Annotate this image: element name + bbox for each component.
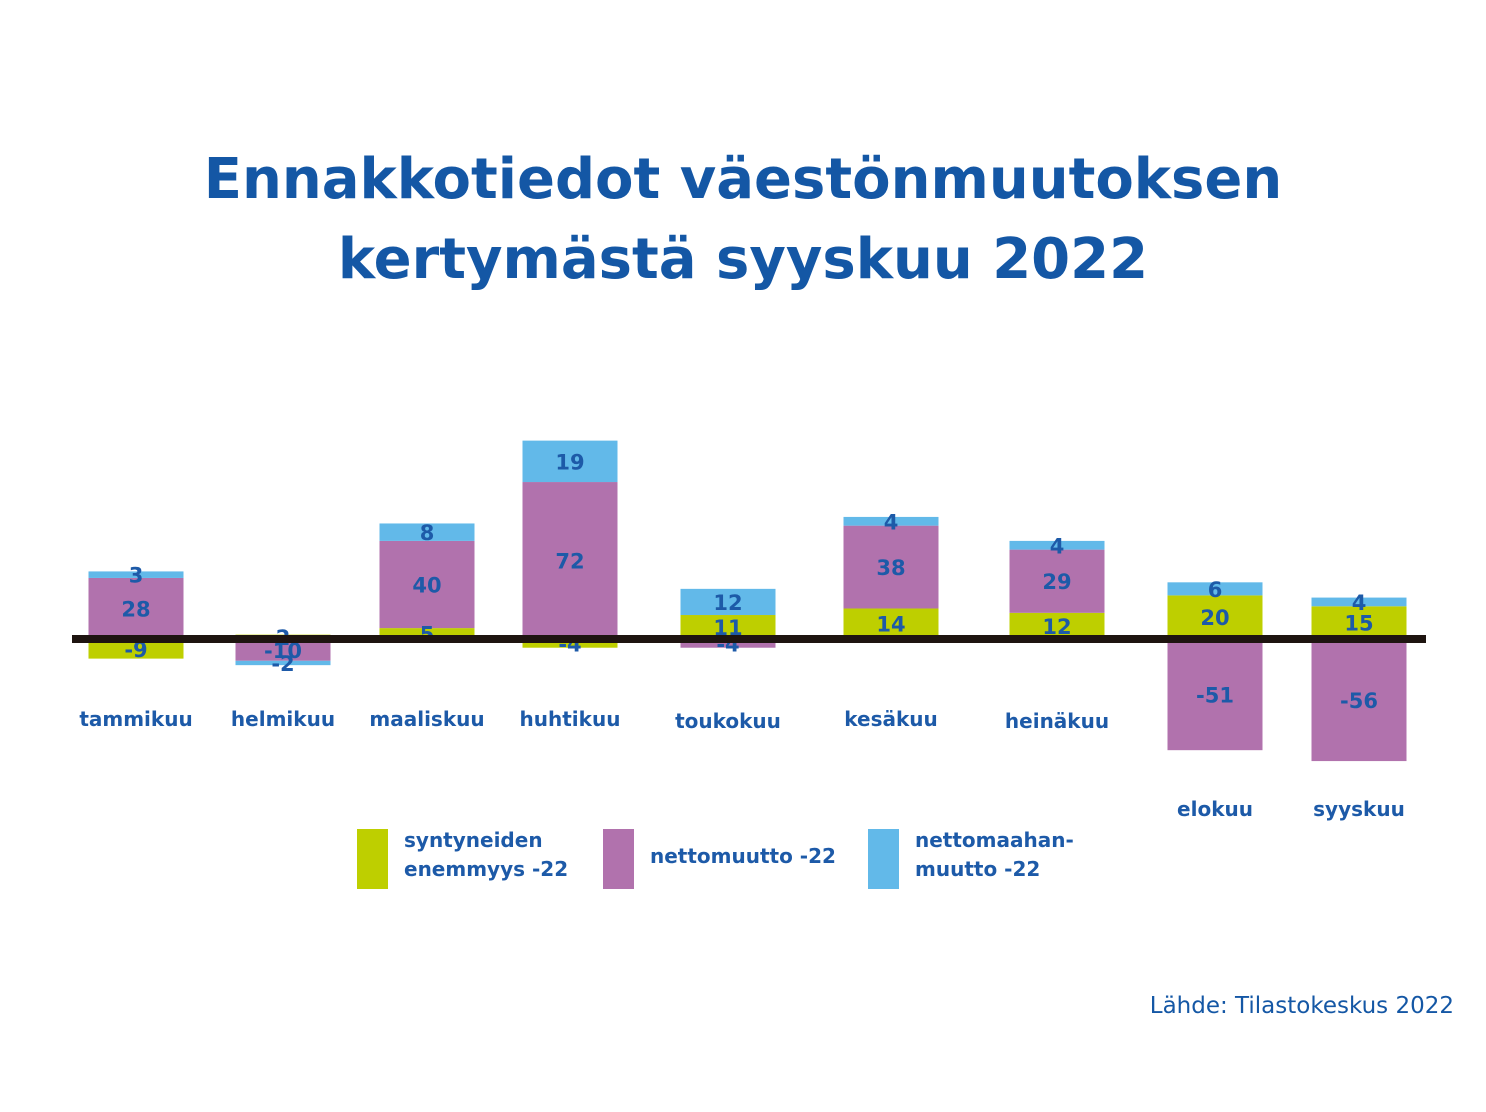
value-label-kesäkuu-series-1: 14	[876, 613, 905, 637]
bar-heinäkuu-series-2	[1009, 549, 1105, 613]
chart-title: Ennakkotiedot väestönmuutoksen kertymäst…	[0, 140, 1486, 300]
legend-label-1-line-2: enemmyys -22	[404, 857, 568, 881]
month-labels-layer: tammikuu helmikuu maaliskuu huhtikuu toukoku…	[79, 707, 1405, 821]
bar-syyskuu-series-2	[1311, 639, 1407, 762]
month-label-huhtikuu: huhtikuu	[520, 707, 621, 731]
legend-swatch-1	[357, 829, 388, 889]
value-label-tammikuu-series-2: 28	[121, 597, 150, 621]
month-label-heinäkuu: heinäkuu	[1005, 709, 1109, 733]
bar-maaliskuu-series-3	[379, 523, 475, 541]
value-label-syyskuu-series-1: 15	[1344, 612, 1373, 636]
bar-huhtikuu-series-1	[522, 639, 618, 648]
value-label-huhtikuu-series-2: 72	[555, 550, 584, 574]
bar-tammikuu-series-1	[88, 639, 184, 659]
value-label-tammikuu-series-3: 3	[129, 564, 144, 588]
value-label-kesäkuu-series-3: 4	[884, 510, 899, 534]
chart-title-line-1: Ennakkotiedot väestönmuutoksen	[203, 147, 1283, 212]
value-label-syyskuu-series-3: 4	[1352, 591, 1367, 615]
value-labels-layer: -92832-10-25408-4721911-412143841229420-…	[121, 450, 1378, 713]
legend-label-3-line-2: muutto -22	[915, 857, 1040, 881]
value-label-maaliskuu-series-3: 8	[420, 521, 435, 545]
bar-heinäkuu-series-3	[1009, 540, 1105, 550]
legend-label-3-line-1: nettomaahan-	[915, 828, 1074, 852]
bar-elokuu-series-1	[1167, 595, 1263, 639]
value-label-helmikuu-series-3: -2	[271, 652, 294, 676]
bar-toukokuu-series-2	[680, 639, 776, 648]
month-label-elokuu: elokuu	[1177, 797, 1253, 821]
bar-tammikuu-series-2	[88, 577, 184, 639]
bar-kesäkuu-series-3	[843, 516, 939, 526]
source-note: Lähde: Tilastokeskus 2022	[1149, 993, 1454, 1019]
bar-heinäkuu-series-1	[1009, 612, 1105, 639]
value-label-syyskuu-series-2: -56	[1340, 689, 1378, 713]
bar-syyskuu-series-3	[1311, 597, 1407, 607]
value-label-huhtikuu-series-3: 19	[555, 450, 584, 474]
bar-helmikuu-series-2	[235, 639, 331, 661]
bar-maaliskuu-series-1	[379, 628, 475, 639]
value-label-heinäkuu-series-1: 12	[1042, 615, 1071, 639]
bar-elokuu-series-3	[1167, 582, 1263, 596]
month-label-helmikuu: helmikuu	[231, 707, 335, 731]
month-label-kesäkuu: kesäkuu	[844, 707, 938, 731]
value-label-elokuu-series-2: -51	[1196, 684, 1234, 708]
bar-huhtikuu-series-2	[522, 482, 618, 639]
bar-toukokuu-series-3	[680, 588, 776, 616]
value-label-maaliskuu-series-2: 40	[412, 574, 441, 598]
value-label-tammikuu-series-1: -9	[124, 638, 147, 662]
legend-swatch-3	[868, 829, 899, 889]
value-label-kesäkuu-series-2: 38	[876, 556, 905, 580]
legend-label-1-line-1: syntyneiden	[404, 828, 543, 852]
bar-helmikuu-series-3	[235, 660, 331, 666]
bar-elokuu-series-2	[1167, 639, 1263, 751]
legend-label-2-line-1: nettomuutto -22	[650, 844, 836, 868]
value-label-toukokuu-series-3: 12	[713, 591, 742, 615]
month-label-syyskuu: syyskuu	[1313, 797, 1405, 821]
month-label-maaliskuu: maaliskuu	[369, 707, 484, 731]
bar-huhtikuu-series-3	[522, 440, 618, 483]
value-label-heinäkuu-series-3: 4	[1050, 534, 1065, 558]
bar-tammikuu-series-3	[88, 571, 184, 578]
bar-maaliskuu-series-2	[379, 540, 475, 629]
legend: syntyneiden enemmyys -22 nettomuutto -22 ne…	[357, 828, 1074, 889]
value-label-heinäkuu-series-2: 29	[1042, 570, 1071, 594]
bar-kesäkuu-series-2	[843, 525, 939, 609]
value-label-elokuu-series-3: 6	[1208, 578, 1223, 602]
value-label-elokuu-series-1: 20	[1200, 606, 1229, 630]
month-label-tammikuu: tammikuu	[79, 707, 192, 731]
legend-swatch-2	[603, 829, 634, 889]
bar-toukokuu-series-1	[680, 615, 776, 639]
month-label-toukokuu: toukokuu	[675, 709, 781, 733]
chart-title-line-2: kertymästä syyskuu 2022	[337, 227, 1149, 292]
bar-syyskuu-series-1	[1311, 606, 1407, 639]
bar-kesäkuu-series-1	[843, 608, 939, 639]
